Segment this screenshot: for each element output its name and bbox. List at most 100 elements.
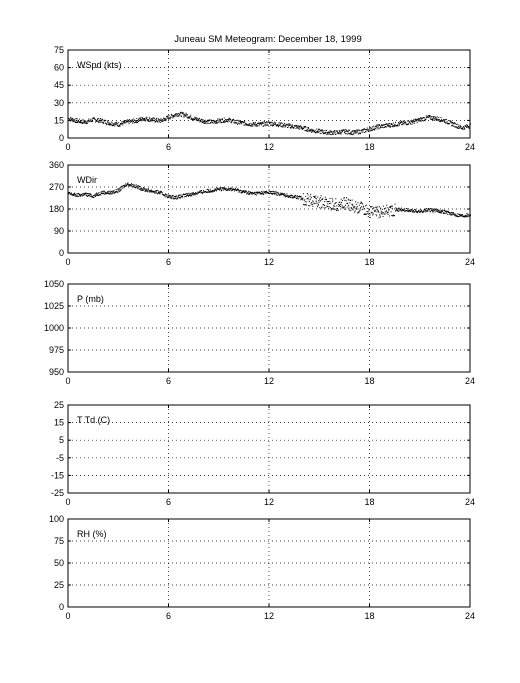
data-point [438, 119, 440, 121]
data-point [419, 118, 421, 120]
data-point [176, 198, 178, 199]
data-point [357, 129, 359, 131]
data-point [139, 185, 141, 187]
data-point [382, 205, 384, 207]
data-point [351, 208, 353, 210]
data-point [351, 131, 353, 133]
data-point [356, 129, 358, 131]
data-point [234, 187, 236, 189]
data-point [142, 119, 144, 121]
data-point [310, 193, 312, 195]
data-point [183, 115, 185, 117]
data-point [219, 187, 221, 189]
data-point [441, 120, 443, 122]
data-point [360, 207, 362, 209]
data-point [180, 194, 182, 196]
data-point [95, 193, 97, 195]
data-point [370, 206, 372, 207]
data-point [73, 121, 75, 123]
data-point [117, 188, 119, 190]
data-point [441, 210, 443, 212]
data-point [97, 120, 99, 122]
data-point [250, 125, 252, 127]
data-point [177, 113, 179, 114]
data-point [183, 113, 185, 115]
data-point [119, 190, 121, 192]
data-point [162, 121, 164, 123]
data-point [429, 210, 431, 212]
data-point [278, 126, 279, 128]
data-point [179, 114, 181, 115]
data-point [290, 197, 292, 199]
data-point [220, 188, 222, 190]
data-point [187, 116, 189, 118]
data-point [367, 216, 369, 218]
data-point [358, 132, 360, 134]
data-point [236, 119, 238, 121]
data-point [271, 121, 273, 123]
data-point [76, 193, 78, 195]
data-point [311, 129, 313, 131]
data-point [202, 122, 203, 124]
data-point [340, 133, 342, 135]
data-point [276, 192, 278, 194]
data-point [458, 216, 460, 217]
data-point [128, 184, 130, 186]
data-point [231, 188, 233, 190]
data-point [258, 122, 260, 124]
data-point [253, 123, 255, 125]
data-point [120, 123, 122, 125]
data-point [388, 123, 390, 124]
data-point [397, 125, 399, 127]
data-point [145, 120, 146, 122]
data-point [342, 206, 344, 208]
data-point [141, 119, 143, 120]
data-point [306, 201, 308, 203]
data-point [120, 189, 122, 191]
data-point [280, 125, 282, 127]
data-point [300, 125, 302, 127]
data-point [387, 123, 389, 125]
data-point [163, 194, 165, 196]
x-tick-label: 0 [65, 257, 70, 267]
data-point [409, 209, 411, 211]
data-point [424, 210, 426, 212]
data-point [112, 123, 114, 125]
data-point [89, 118, 91, 120]
data-point [459, 215, 461, 216]
data-point [108, 193, 110, 195]
data-point [274, 121, 275, 123]
data-point [171, 198, 173, 200]
data-point [284, 194, 286, 196]
data-point [368, 131, 370, 132]
data-point [150, 119, 152, 121]
data-point [352, 130, 354, 132]
data-point [431, 210, 433, 212]
data-point [118, 125, 120, 127]
data-point [265, 122, 267, 124]
data-point [209, 190, 210, 192]
data-point [337, 209, 339, 211]
data-point [257, 123, 259, 125]
data-point [371, 212, 373, 214]
data-point [284, 196, 286, 198]
data-point [328, 207, 330, 209]
data-point [90, 196, 92, 198]
data-point [328, 132, 329, 134]
data-point [401, 124, 403, 126]
data-point [418, 210, 420, 212]
data-point [136, 119, 138, 121]
data-point [121, 185, 123, 187]
data-point [365, 213, 367, 215]
data-point [270, 121, 272, 123]
data-point [176, 197, 178, 199]
y-tick-label: -5 [56, 453, 64, 463]
data-point [146, 188, 148, 190]
data-point [385, 126, 387, 128]
data-point [264, 121, 265, 123]
data-point [156, 190, 158, 192]
data-point [311, 202, 313, 203]
data-point [214, 190, 216, 192]
data-point [380, 126, 382, 128]
data-point [187, 195, 189, 197]
